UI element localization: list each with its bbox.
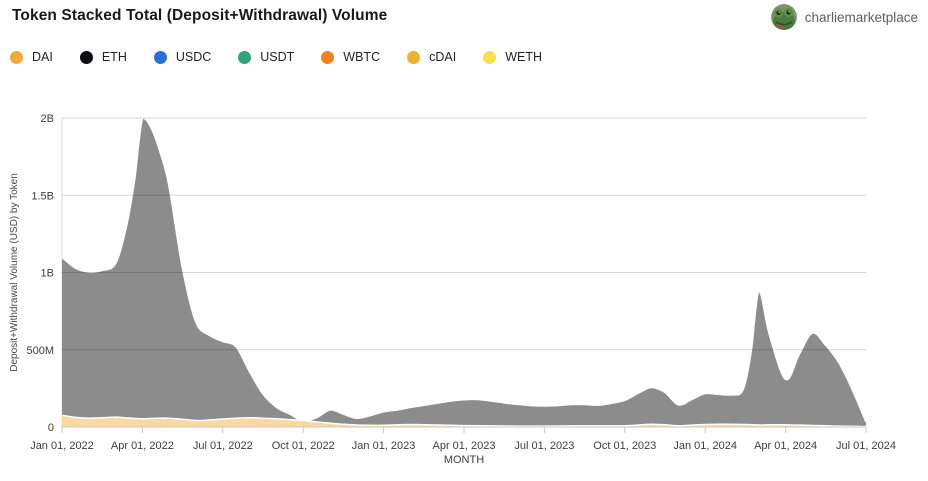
legend-label: DAI bbox=[32, 50, 53, 64]
y-axis-tick-label: 1B bbox=[41, 268, 54, 280]
username: charliemarketplace bbox=[804, 9, 918, 25]
user-chip[interactable]: charliemarketplace bbox=[770, 3, 918, 31]
legend-item-usdc[interactable]: USDC bbox=[153, 50, 212, 64]
y-axis-tick-label: 2B bbox=[41, 113, 54, 125]
legend-swatch-icon bbox=[483, 50, 497, 64]
legend-item-weth[interactable]: WETH bbox=[483, 50, 542, 64]
area-top-stroke-dai-bottom-band bbox=[61, 414, 867, 428]
legend: DAI ETH USDC USDT WBTC cDAI WETH bbox=[10, 46, 542, 68]
x-axis-tick-label: Jan 01, 2024 bbox=[673, 440, 737, 452]
legend-swatch-icon bbox=[407, 50, 421, 64]
x-axis-tick-label: Jan 01, 2022 bbox=[30, 440, 94, 452]
legend-label: ETH bbox=[101, 50, 127, 64]
x-axis-tick-label: Apr 01, 2022 bbox=[111, 440, 174, 452]
legend-label: USDT bbox=[260, 50, 295, 64]
legend-swatch-icon bbox=[238, 50, 252, 64]
legend-item-usdt[interactable]: USDT bbox=[238, 50, 294, 64]
legend-label: WETH bbox=[505, 50, 543, 64]
area-stacked-total bbox=[62, 117, 866, 428]
legend-swatch-icon bbox=[79, 50, 93, 64]
legend-label: cDAI bbox=[429, 50, 457, 64]
page-title: Token Stacked Total (Deposit+Withdrawal)… bbox=[12, 7, 388, 24]
x-axis-tick-label: Jul 01, 2023 bbox=[514, 440, 574, 452]
legend-swatch-icon bbox=[153, 50, 167, 64]
legend-item-cdai[interactable]: cDAI bbox=[407, 50, 456, 64]
x-axis-title: MONTH bbox=[444, 454, 484, 466]
legend-swatch-icon bbox=[321, 50, 335, 64]
x-axis-tick-label: Apr 01, 2023 bbox=[433, 440, 496, 452]
y-axis-tick-label: 0 bbox=[48, 422, 54, 434]
legend-item-wbtc[interactable]: WBTC bbox=[321, 50, 380, 64]
legend-item-dai[interactable]: DAI bbox=[10, 50, 53, 64]
x-axis-tick-label: Oct 01, 2023 bbox=[593, 440, 656, 452]
x-axis-tick-label: Jan 01, 2023 bbox=[352, 440, 416, 452]
legend-label: WBTC bbox=[343, 50, 381, 64]
y-axis-tick-label: 1.5B bbox=[31, 190, 54, 202]
x-axis-tick-label: Jul 01, 2024 bbox=[836, 440, 896, 452]
x-axis-tick-label: Jul 01, 2022 bbox=[193, 440, 253, 452]
y-axis-title: Deposit+Withdrawal Volume (USD) by Token bbox=[9, 173, 20, 372]
legend-label: USDC bbox=[175, 50, 212, 64]
x-axis-tick-label: Apr 01, 2024 bbox=[754, 440, 817, 452]
y-axis-tick-label: 500M bbox=[26, 345, 54, 357]
x-axis-tick-label: Oct 01, 2022 bbox=[272, 440, 335, 452]
legend-item-eth[interactable]: ETH bbox=[79, 50, 127, 64]
area-top-stroke-stacked-total bbox=[61, 116, 867, 422]
legend-swatch-icon bbox=[10, 50, 23, 64]
